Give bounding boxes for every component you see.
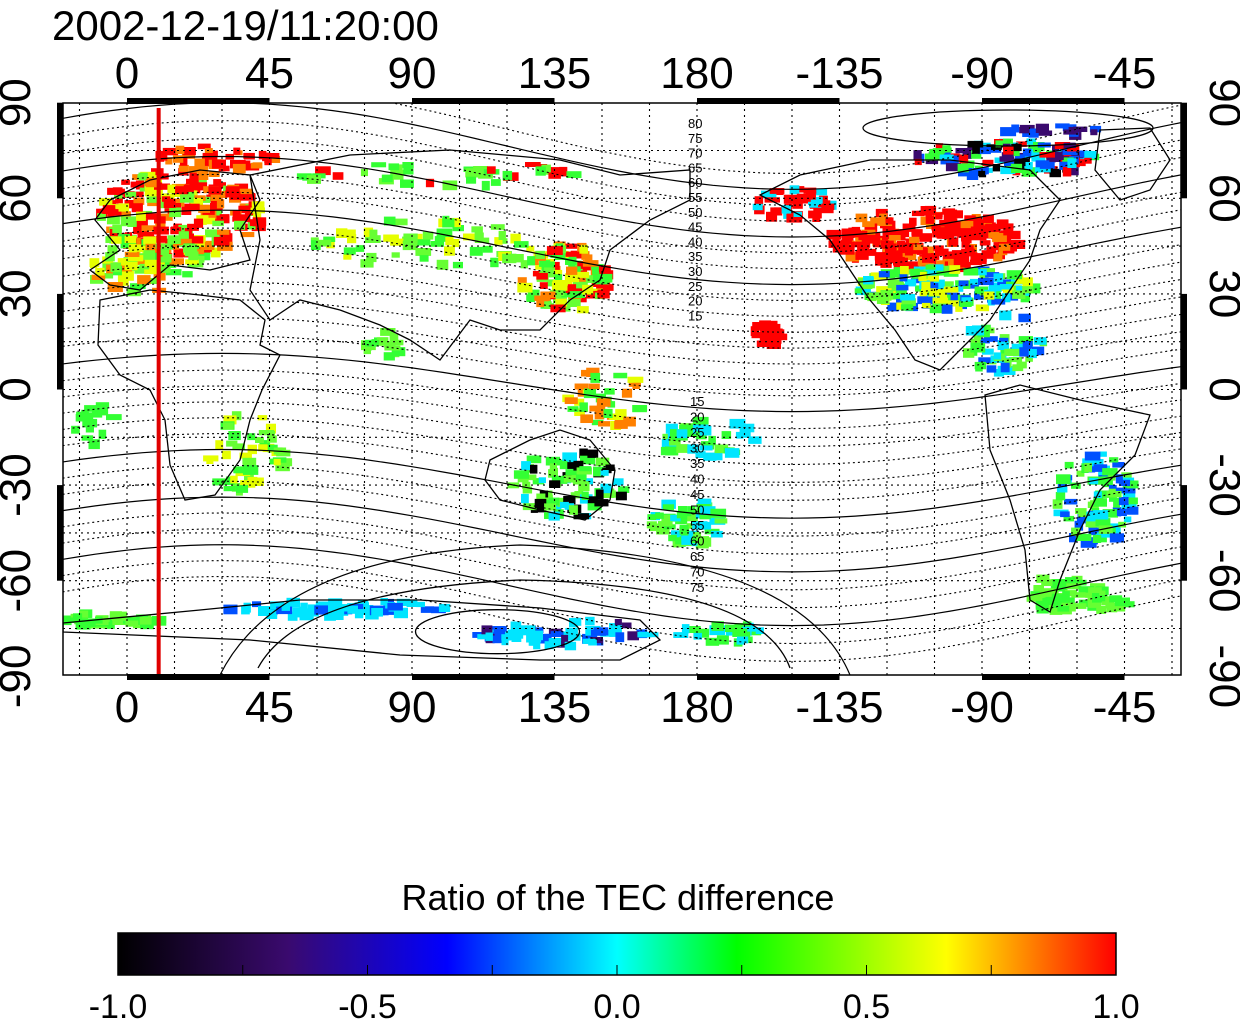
right-tick-label: 60 xyxy=(1200,174,1240,223)
north-contour-label: 50 xyxy=(688,205,702,220)
right-latitude-ticks: 90 60 30 0 -30 -60 -90 xyxy=(1200,78,1240,708)
colorbar-tick-label: 1.0 xyxy=(1092,988,1139,1024)
right-tick-label: 0 xyxy=(1200,377,1240,401)
south-contour-label: 35 xyxy=(690,456,704,471)
north-contour-label: 55 xyxy=(688,190,702,205)
south-contour-label: 40 xyxy=(690,472,704,487)
right-tick-label: -30 xyxy=(1200,453,1240,517)
coastlines xyxy=(63,127,1171,661)
top-tick-label: 135 xyxy=(518,49,591,98)
south-contour-label: 55 xyxy=(690,518,704,533)
right-tick-label: 30 xyxy=(1200,269,1240,318)
south-contour-label: 30 xyxy=(690,441,704,456)
north-contour-label: 40 xyxy=(688,234,702,249)
south-contour-label: 50 xyxy=(690,503,704,518)
left-tick-label: -90 xyxy=(0,645,40,709)
north-contour-label: 75 xyxy=(688,131,702,146)
top-tick-label: 90 xyxy=(388,49,437,98)
north-contour-label: 70 xyxy=(688,146,702,161)
top-tick-label: 180 xyxy=(660,49,733,98)
north-contour-label: 80 xyxy=(688,116,702,131)
left-tick-label: 90 xyxy=(0,78,40,127)
south-contour-label: 65 xyxy=(690,549,704,564)
bottom-tick-label: -90 xyxy=(950,683,1014,732)
map-plot-area: 8075706560555045403530252015152025303540… xyxy=(57,98,1187,680)
south-contour-label: 75 xyxy=(690,580,704,595)
bottom-tick-label: 180 xyxy=(660,683,733,732)
bottom-tick-label: 135 xyxy=(518,683,591,732)
left-latitude-ticks: 90 60 30 0 -30 -60 -90 xyxy=(0,78,40,708)
south-contour-label: 25 xyxy=(690,425,704,440)
colorbar-label: Ratio of the TEC difference xyxy=(402,877,835,918)
north-contour-label: 20 xyxy=(688,294,702,309)
grid-lines xyxy=(63,103,1181,675)
colorbar-tick-label: 0.0 xyxy=(593,988,640,1024)
colorbar-tick-label: -1.0 xyxy=(89,988,148,1024)
bottom-tick-label: -45 xyxy=(1093,683,1157,732)
north-contour-label: 60 xyxy=(688,175,702,190)
north-contour-label: 65 xyxy=(688,160,702,175)
contour-labels: 8075706560555045403530252015152025303540… xyxy=(688,116,704,595)
top-tick-label: -135 xyxy=(795,49,883,98)
left-tick-label: -30 xyxy=(0,453,40,517)
map-title: 2002-12-19/11:20:00 xyxy=(52,2,439,49)
north-contour-label: 25 xyxy=(688,279,702,294)
south-contour-label: 60 xyxy=(690,534,704,549)
colorbar-tick-label: 0.5 xyxy=(843,988,890,1024)
bottom-tick-label: 45 xyxy=(245,683,294,732)
tec-data-cells xyxy=(63,123,1139,651)
north-contour-label: 30 xyxy=(688,264,702,279)
south-contour-label: 20 xyxy=(690,410,704,425)
right-tick-label: -90 xyxy=(1200,645,1240,709)
right-tick-label: -60 xyxy=(1200,549,1240,613)
south-contour-label: 15 xyxy=(690,394,704,409)
top-tick-label: 0 xyxy=(115,49,139,98)
south-contour-label: 70 xyxy=(690,565,704,580)
left-tick-label: 0 xyxy=(0,377,40,401)
left-tick-label: 60 xyxy=(0,174,40,223)
south-contour-label: 45 xyxy=(690,487,704,502)
bottom-tick-label: -135 xyxy=(795,683,883,732)
bottom-longitude-ticks: 0 45 90 135 180 -135 -90 -45 xyxy=(115,683,1157,732)
top-longitude-ticks: 0 45 90 135 180 -135 -90 -45 xyxy=(115,49,1157,98)
axis-bars xyxy=(57,98,1187,680)
north-contour-label: 35 xyxy=(688,249,702,264)
bottom-tick-label: 0 xyxy=(115,683,139,732)
left-tick-label: -60 xyxy=(0,549,40,613)
right-tick-label: 90 xyxy=(1200,78,1240,127)
north-contour-label: 45 xyxy=(688,220,702,235)
north-contour-label: 15 xyxy=(688,308,702,323)
left-tick-label: 30 xyxy=(0,269,40,318)
top-tick-label: 45 xyxy=(245,49,294,98)
top-tick-label: -90 xyxy=(950,49,1014,98)
bottom-tick-label: 90 xyxy=(388,683,437,732)
colorbar-tick-label: -0.5 xyxy=(338,988,397,1024)
top-tick-label: -45 xyxy=(1093,49,1157,98)
colorbar-ticks: -1.0 -0.5 0.0 0.5 1.0 xyxy=(89,965,1140,1024)
